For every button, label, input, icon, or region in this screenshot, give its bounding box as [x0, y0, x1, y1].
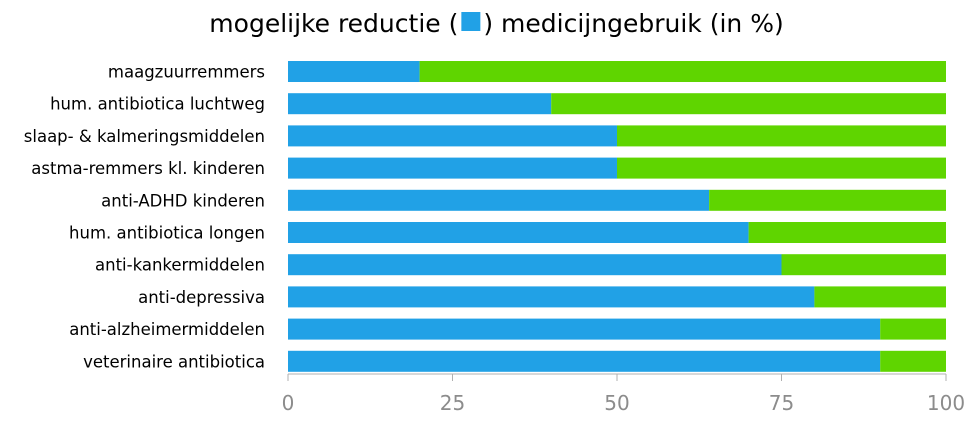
chart-title-part-2: ) medicijngebruik (in %) — [483, 9, 783, 38]
x-tick-label: 100 — [927, 391, 965, 415]
bar-segment-2-row-1 — [419, 61, 947, 82]
category-label: anti-depressiva — [138, 288, 265, 307]
category-label: slaap- & kalmeringsmiddelen — [24, 127, 265, 146]
bar-segment-1-row-1 — [288, 61, 420, 82]
category-label: anti-kankermiddelen — [95, 256, 265, 275]
category-label: veterinaire antibiotica — [83, 352, 265, 371]
bar-segment-1-row-8 — [288, 286, 815, 308]
category-label: anti-alzheimermiddelen — [69, 320, 265, 339]
bar-segment-2-row-2 — [551, 93, 946, 115]
x-tick-label: 75 — [769, 391, 794, 415]
category-label: hum. antibiotica longen — [69, 224, 265, 243]
bar-segment-1-row-9 — [288, 318, 881, 340]
category-label: astma-remmers kl. kinderen — [31, 159, 265, 178]
bar-segment-2-row-3 — [617, 125, 946, 147]
x-tick-label: 25 — [440, 391, 465, 415]
bar-segment-1-row-6 — [288, 222, 749, 243]
bar-segment-1-row-7 — [288, 254, 782, 276]
category-label: maagzuurremmers — [108, 63, 265, 82]
chart-title-part-1: mogelijke reductie ( — [209, 9, 458, 38]
bar-segment-2-row-6 — [748, 222, 946, 243]
bar-segment-1-row-4 — [288, 157, 617, 179]
x-tick-label: 50 — [604, 391, 629, 415]
category-labels: maagzuurremmers hum. antibiotica luchtweg… — [24, 63, 265, 372]
bar-segment-1-row-10 — [288, 350, 881, 372]
bar-segment-2-row-10 — [880, 350, 946, 372]
category-label: anti-ADHD kinderen — [101, 191, 265, 210]
bar-segment-1-row-2 — [288, 93, 552, 115]
bar-segment-2-row-8 — [814, 286, 946, 308]
bar-segment-2-row-5 — [709, 189, 946, 211]
x-tick-label: 0 — [282, 391, 295, 415]
category-label: hum. antibiotica luchtweg — [50, 95, 265, 114]
bar-segment-1-row-3 — [288, 125, 617, 147]
bar-group — [288, 61, 947, 372]
chart-title: mogelijke reductie ( ) medicijngebruik (… — [209, 9, 783, 38]
bar-segment-2-row-7 — [781, 254, 946, 276]
bar-segment-2-row-9 — [880, 318, 946, 340]
x-axis: 0 25 50 75 100 — [282, 373, 965, 415]
bar-segment-1-row-5 — [288, 189, 710, 211]
bar-segment-2-row-4 — [617, 157, 946, 179]
title-legend-swatch — [461, 12, 481, 31]
